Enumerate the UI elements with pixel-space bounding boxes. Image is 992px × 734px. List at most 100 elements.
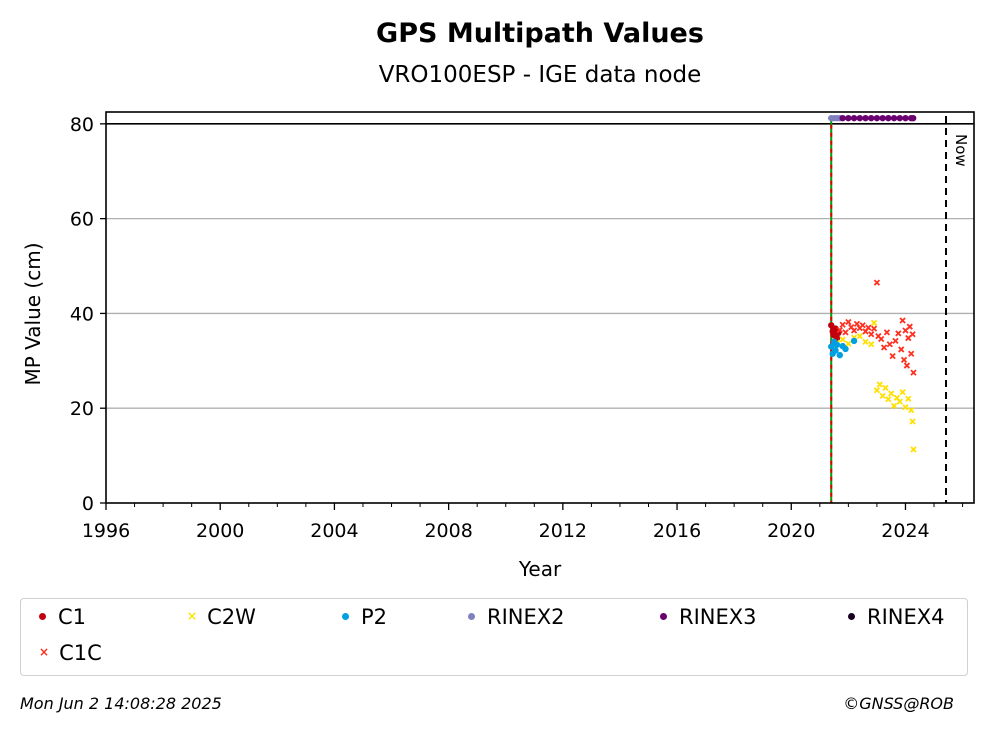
- point-c1c: [898, 346, 905, 353]
- point-rinex3: [868, 114, 875, 122]
- legend-item-p2: P2: [342, 605, 387, 629]
- mark-stroke: [902, 404, 909, 411]
- point-c2w: [868, 341, 875, 348]
- mark-stroke: [870, 319, 878, 327]
- point-rinex3: [896, 114, 903, 122]
- point-rinex3: [862, 114, 869, 122]
- mark-stroke: [868, 341, 875, 348]
- reference-lines: Now: [830, 116, 970, 503]
- legend-item-c1c: × C1C: [39, 641, 102, 666]
- mark-stroke: [908, 406, 915, 414]
- mark-stroke: [889, 352, 896, 360]
- mark-stroke: [875, 333, 882, 340]
- data-points: [828, 114, 917, 453]
- point-rinex3: [839, 114, 846, 122]
- point-rinex3: [885, 114, 892, 122]
- mark-stroke: [905, 395, 912, 402]
- point-rinex3: [879, 114, 886, 122]
- legend-marker-rinex3: [660, 612, 667, 620]
- point-p2: [850, 337, 858, 345]
- mark-stroke: [876, 381, 883, 388]
- point-rinex3: [845, 114, 852, 122]
- point-c1c: [908, 350, 915, 357]
- y-axis-label: MP Value (cm): [21, 242, 45, 385]
- mark-stroke: [888, 390, 895, 397]
- mark-stroke: [856, 333, 863, 340]
- mark-stroke: [892, 337, 899, 345]
- point-c2w: [909, 418, 916, 425]
- point-rinex3: [873, 114, 881, 122]
- point-c2w: [870, 319, 878, 327]
- point-c1c: [903, 362, 911, 369]
- point-c2w: [839, 336, 846, 343]
- point-c1c: [870, 325, 878, 332]
- mark-stroke: [853, 320, 861, 327]
- grid-lines: [106, 123, 974, 409]
- point-rinex3: [890, 114, 898, 122]
- plot-frame: [105, 111, 975, 504]
- point-c2w: [905, 395, 912, 402]
- point-c1c: [865, 324, 872, 331]
- point-c1c: [906, 323, 913, 330]
- mark-stroke: [883, 329, 891, 336]
- mark-stroke: [909, 331, 916, 338]
- mark-stroke: [899, 388, 906, 396]
- x-axis-label: Year: [518, 557, 562, 581]
- mark-stroke: [859, 322, 866, 329]
- point-c2w: [862, 338, 869, 345]
- legend-item-c2w: × C2W: [187, 605, 256, 630]
- point-c1c: [842, 329, 849, 336]
- mark-stroke: [910, 369, 917, 376]
- x-tick-label: 2016: [653, 520, 701, 542]
- legend-item-c1: C1: [39, 605, 86, 629]
- legend-item-rinex2: RINEX2: [468, 605, 565, 629]
- point-c2w: [899, 388, 906, 396]
- legend-marker-c1: [39, 612, 46, 620]
- mark-stroke: [908, 350, 915, 357]
- mark-stroke: [906, 323, 913, 330]
- mark-stroke: [870, 325, 878, 332]
- mark-stroke: [845, 340, 852, 347]
- x-tick-label: 2012: [539, 520, 587, 542]
- legend-marker-rinex2: [468, 612, 475, 620]
- mark-stroke: [873, 387, 881, 394]
- mark-stroke: [882, 384, 889, 391]
- point-c2w: [910, 446, 917, 453]
- mark-stroke: [848, 324, 855, 331]
- legend-label: RINEX4: [867, 605, 945, 629]
- legend-marker-c2w: ×: [187, 609, 198, 623]
- mark-stroke: [839, 321, 846, 328]
- point-c1c: [868, 331, 875, 338]
- x-tick-label: 2024: [881, 520, 929, 542]
- point-p2: [832, 347, 839, 354]
- point-c1c: [899, 317, 906, 324]
- chart-title: GPS Multipath Values: [376, 18, 704, 49]
- point-c1c: [873, 279, 881, 286]
- point-c2w: [885, 396, 892, 403]
- mark-stroke: [899, 317, 906, 324]
- mark-stroke: [862, 338, 869, 345]
- point-p2: [828, 343, 835, 350]
- footer-credit: ©GNSS@ROB: [843, 694, 954, 713]
- mark-stroke: [845, 318, 852, 326]
- mark-stroke: [850, 327, 858, 334]
- footer-timestamp: Mon Jun 2 14:08:28 2025: [20, 694, 222, 713]
- point-c1c: [886, 341, 893, 348]
- point-c2w: [890, 402, 898, 409]
- legend-marker-rinex4: [848, 612, 855, 620]
- point-c1c: [883, 329, 891, 336]
- legend-label: C1: [58, 605, 87, 629]
- point-c1c: [880, 344, 888, 351]
- point-c2w: [896, 398, 903, 405]
- point-c2w: [873, 387, 881, 394]
- now-label: Now: [952, 134, 970, 167]
- mark-stroke: [878, 335, 885, 343]
- mark-stroke: [893, 394, 901, 401]
- point-rinex3: [909, 114, 917, 122]
- mark-stroke: [842, 329, 849, 336]
- legend-label: C2W: [207, 605, 256, 629]
- point-c1c: [910, 369, 917, 376]
- legend-item-rinex4: RINEX4: [848, 605, 945, 629]
- mark-stroke: [836, 326, 843, 334]
